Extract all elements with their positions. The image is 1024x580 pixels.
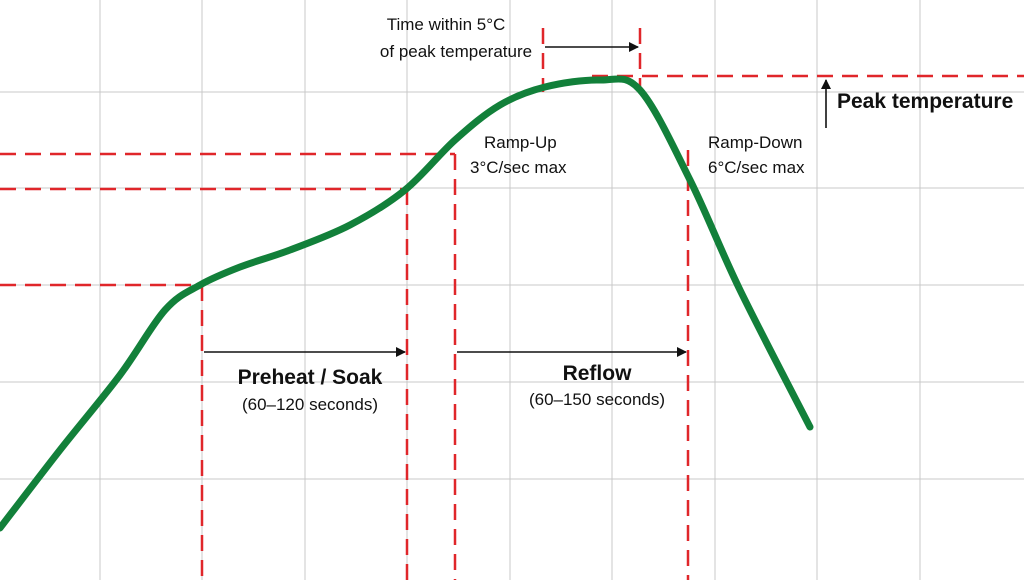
reflow-range: (60–150 seconds): [529, 390, 665, 409]
temperature-profile-line: [0, 75, 814, 532]
reference-lines: [0, 28, 1024, 580]
reflow-label: Reflow: [563, 362, 633, 385]
ramp-down-label-line2: 6°C/sec max: [708, 158, 805, 177]
ramp-up-label-line2: 3°C/sec max: [470, 158, 567, 177]
ramp-down-label-line1: Ramp-Down: [708, 133, 802, 152]
time-within-label-line1: Time within 5°C: [387, 15, 506, 34]
time-within-label-line2: of peak temperature: [380, 42, 532, 61]
preheat-soak-label: Preheat / Soak: [238, 366, 383, 389]
preheat-soak-range: (60–120 seconds): [242, 395, 378, 414]
peak-temperature-label: Peak temperature: [837, 90, 1013, 113]
arrows: [204, 42, 831, 357]
ramp-up-label-line1: Ramp-Up: [484, 133, 557, 152]
annotation-labels: Time within 5°C of peak temperature Peak…: [238, 15, 1014, 414]
